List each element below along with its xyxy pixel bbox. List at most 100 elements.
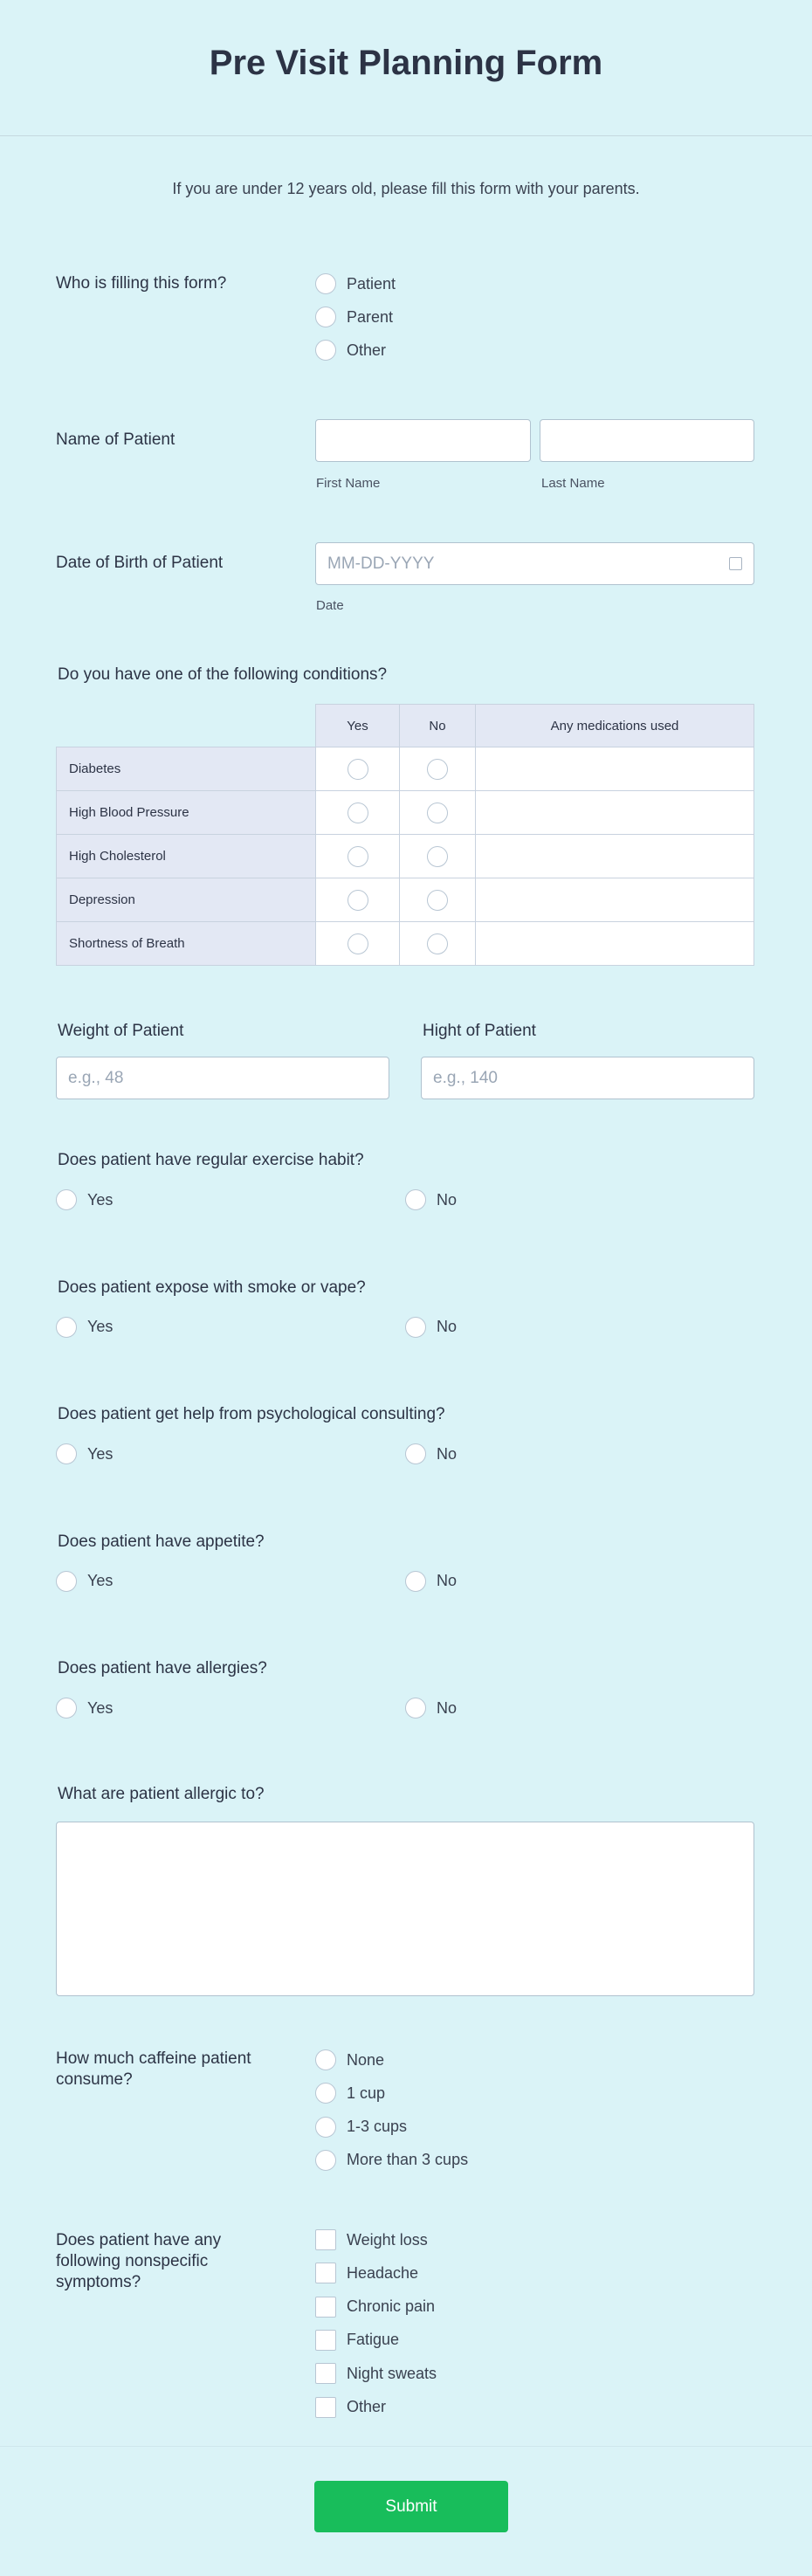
first-name-input[interactable]: [315, 419, 531, 462]
condition-no-cell: [399, 790, 476, 835]
symptom-option[interactable]: Other: [315, 2396, 386, 2418]
radio-button[interactable]: [405, 1443, 426, 1464]
medications-input[interactable]: [475, 878, 754, 922]
who-option[interactable]: Parent: [315, 307, 393, 327]
checkbox[interactable]: [315, 2296, 336, 2318]
yes-no-option[interactable]: Yes: [56, 1443, 113, 1464]
yes-no-question-label: Does patient expose with smoke or vape?: [58, 1278, 366, 1297]
checkbox[interactable]: [315, 2329, 336, 2351]
caffeine-option-label: 1 cup: [347, 2084, 386, 2102]
blank-header: [56, 704, 316, 747]
calendar-icon[interactable]: [729, 557, 742, 570]
condition-no-radio[interactable]: [427, 889, 448, 911]
submit-button[interactable]: Submit: [314, 2481, 508, 2532]
yes-no-option[interactable]: Yes: [56, 1698, 113, 1718]
symptom-option[interactable]: Weight loss: [315, 2229, 428, 2250]
radio-button[interactable]: [405, 1316, 426, 1338]
yes-no-option-label: Yes: [87, 1444, 114, 1463]
yes-no-option-label: No: [437, 1190, 458, 1209]
allergic-label: What are patient allergic to?: [58, 1785, 265, 1803]
condition-row: Depression: [56, 878, 754, 922]
checkbox[interactable]: [315, 2396, 336, 2418]
caffeine-option[interactable]: More than 3 cups: [315, 2149, 468, 2171]
who-option[interactable]: Patient: [315, 273, 396, 294]
yes-no-option[interactable]: No: [405, 1189, 457, 1210]
condition-no-radio[interactable]: [427, 758, 448, 780]
yes-no-option-label: No: [437, 1572, 458, 1589]
radio-button[interactable]: [315, 273, 336, 294]
who-label: Who is filling this form?: [56, 274, 227, 293]
radio-button[interactable]: [315, 2116, 336, 2138]
checkbox[interactable]: [315, 2229, 336, 2250]
condition-yes-radio[interactable]: [347, 802, 368, 823]
yes-no-option[interactable]: Yes: [56, 1189, 113, 1210]
radio-button[interactable]: [405, 1698, 426, 1718]
caffeine-option-label: 1-3 cups: [347, 2118, 408, 2136]
medications-input[interactable]: [475, 921, 754, 966]
yes-no-option[interactable]: Yes: [56, 1570, 113, 1592]
radio-button[interactable]: [315, 340, 336, 361]
condition-yes-cell: [315, 921, 400, 966]
last-name-sublabel: Last Name: [541, 476, 605, 491]
caffeine-option-label: None: [347, 2050, 385, 2069]
yes-no-question-label: Does patient have regular exercise habit…: [58, 1151, 364, 1169]
medications-input[interactable]: [475, 790, 754, 835]
checkbox[interactable]: [315, 2263, 336, 2284]
who-option[interactable]: Other: [315, 340, 386, 361]
col-yes: Yes: [315, 704, 400, 747]
name-label: Name of Patient: [56, 430, 175, 449]
radio-button[interactable]: [56, 1189, 77, 1210]
symptom-option[interactable]: Headache: [315, 2263, 419, 2284]
condition-yes-radio[interactable]: [347, 845, 368, 867]
radio-button[interactable]: [315, 2049, 336, 2070]
symptom-option[interactable]: Chronic pain: [315, 2296, 436, 2318]
weight-input[interactable]: e.g., 48: [56, 1057, 389, 1099]
yes-no-option-label: No: [437, 1318, 458, 1335]
height-input[interactable]: e.g., 140: [421, 1057, 754, 1099]
radio-button[interactable]: [315, 2083, 336, 2104]
yes-no-option[interactable]: No: [405, 1443, 457, 1464]
condition-label: Shortness of Breath: [56, 921, 316, 966]
height-placeholder: e.g., 140: [433, 1068, 498, 1087]
radio-button[interactable]: [56, 1316, 77, 1338]
condition-row: Diabetes: [56, 747, 754, 791]
symptom-option-label: Chronic pain: [347, 2297, 436, 2316]
symptom-option[interactable]: Night sweats: [315, 2363, 437, 2385]
dob-sublabel: Date: [316, 598, 344, 613]
last-name-input[interactable]: [540, 419, 754, 462]
allergic-textarea[interactable]: [56, 1822, 754, 1996]
who-option-label: Parent: [347, 307, 394, 326]
radio-button[interactable]: [315, 2149, 336, 2171]
condition-row: High Blood Pressure: [56, 790, 754, 835]
condition-yes-radio[interactable]: [347, 933, 368, 954]
yes-no-option-label: No: [437, 1444, 458, 1463]
condition-yes-radio[interactable]: [347, 758, 368, 780]
radio-button[interactable]: [315, 307, 336, 327]
condition-row: Shortness of Breath: [56, 921, 754, 966]
condition-no-cell: [399, 747, 476, 791]
condition-no-radio[interactable]: [427, 845, 448, 867]
radio-button[interactable]: [56, 1443, 77, 1464]
checkbox[interactable]: [315, 2363, 336, 2385]
radio-button[interactable]: [56, 1570, 77, 1592]
yes-no-option[interactable]: No: [405, 1316, 458, 1338]
yes-no-option[interactable]: No: [405, 1698, 457, 1718]
caffeine-option[interactable]: 1-3 cups: [315, 2116, 408, 2138]
col-medications: Any medications used: [475, 704, 754, 747]
radio-button[interactable]: [405, 1189, 426, 1210]
dob-input[interactable]: MM-DD-YYYY: [315, 542, 754, 585]
caffeine-option[interactable]: None: [315, 2049, 384, 2070]
medications-input[interactable]: [475, 747, 754, 791]
yes-no-option[interactable]: No: [405, 1570, 458, 1592]
condition-yes-radio[interactable]: [347, 889, 368, 911]
symptom-option-label: Headache: [347, 2263, 419, 2282]
caffeine-option[interactable]: 1 cup: [315, 2083, 385, 2104]
symptom-option[interactable]: Fatigue: [315, 2329, 399, 2351]
who-option-label: Patient: [347, 274, 396, 293]
radio-button[interactable]: [405, 1570, 426, 1592]
condition-no-radio[interactable]: [427, 933, 448, 954]
condition-no-radio[interactable]: [427, 802, 448, 823]
radio-button[interactable]: [56, 1698, 77, 1718]
medications-input[interactable]: [475, 834, 754, 878]
yes-no-option[interactable]: Yes: [56, 1316, 113, 1338]
